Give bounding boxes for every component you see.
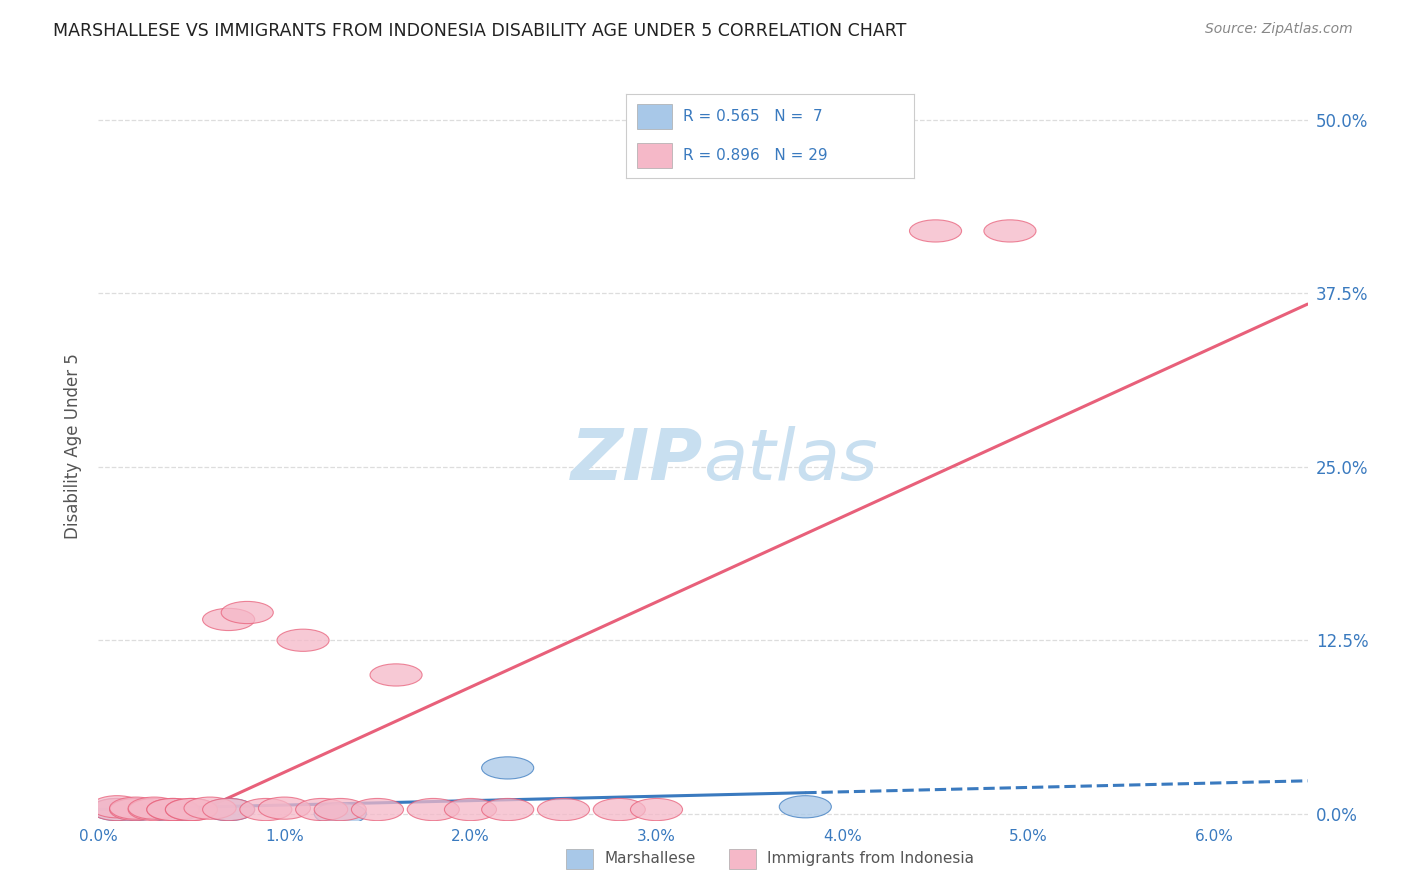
Ellipse shape [482, 798, 534, 821]
Ellipse shape [128, 798, 180, 821]
Text: R = 0.896   N = 29: R = 0.896 N = 29 [683, 148, 828, 163]
Ellipse shape [630, 798, 682, 821]
Ellipse shape [352, 798, 404, 821]
Ellipse shape [146, 800, 198, 822]
Ellipse shape [221, 601, 273, 624]
Ellipse shape [202, 798, 254, 821]
Text: R = 0.565   N =  7: R = 0.565 N = 7 [683, 109, 823, 124]
Ellipse shape [984, 219, 1036, 242]
Text: ZIP: ZIP [571, 426, 703, 495]
Ellipse shape [91, 796, 143, 818]
Ellipse shape [110, 798, 162, 821]
Ellipse shape [110, 797, 162, 819]
Ellipse shape [277, 629, 329, 651]
Ellipse shape [110, 798, 162, 821]
Ellipse shape [910, 219, 962, 242]
Ellipse shape [91, 798, 143, 821]
Ellipse shape [128, 797, 180, 819]
Ellipse shape [295, 798, 347, 821]
Bar [637, 143, 672, 169]
Ellipse shape [259, 797, 311, 819]
Ellipse shape [593, 798, 645, 821]
Text: Immigrants from Indonesia: Immigrants from Indonesia [768, 852, 974, 866]
Ellipse shape [779, 796, 831, 818]
Ellipse shape [314, 798, 367, 821]
Ellipse shape [166, 798, 218, 821]
Ellipse shape [166, 798, 218, 821]
Bar [730, 849, 756, 869]
Ellipse shape [444, 798, 496, 821]
Ellipse shape [146, 798, 198, 821]
Text: atlas: atlas [703, 426, 877, 495]
Ellipse shape [314, 803, 367, 825]
Ellipse shape [202, 608, 254, 631]
Y-axis label: Disability Age Under 5: Disability Age Under 5 [65, 353, 83, 539]
Ellipse shape [184, 797, 236, 819]
Text: Marshallese: Marshallese [605, 852, 696, 866]
Ellipse shape [240, 798, 292, 821]
Ellipse shape [91, 798, 143, 821]
Bar [567, 849, 593, 869]
Ellipse shape [482, 756, 534, 779]
Text: MARSHALLESE VS IMMIGRANTS FROM INDONESIA DISABILITY AGE UNDER 5 CORRELATION CHAR: MARSHALLESE VS IMMIGRANTS FROM INDONESIA… [53, 22, 907, 40]
Ellipse shape [370, 664, 422, 686]
Ellipse shape [537, 798, 589, 821]
Ellipse shape [202, 798, 254, 821]
Ellipse shape [408, 798, 460, 821]
Text: Source: ZipAtlas.com: Source: ZipAtlas.com [1205, 22, 1353, 37]
Bar [637, 103, 672, 129]
Ellipse shape [146, 798, 198, 821]
